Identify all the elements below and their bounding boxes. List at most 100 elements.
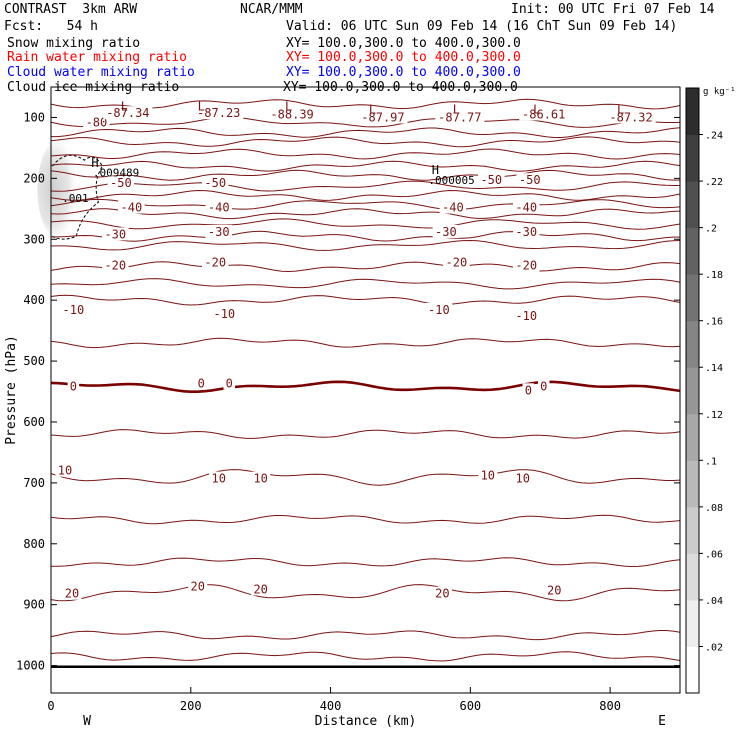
contour-label: 10: [481, 469, 495, 483]
y-tick-label: 300: [23, 232, 45, 246]
colorbar-swatch: [686, 274, 699, 322]
forecast-hour: Fcst: 54 h: [4, 19, 98, 34]
contour-label-bg: [513, 471, 533, 485]
contour-label-bg: [107, 176, 135, 190]
field-snow-xy: XY= 100.0,300.0 to 400.0,300.0: [286, 36, 521, 51]
max-value-label: .001: [62, 192, 89, 205]
colorbar-swatch: [686, 413, 699, 461]
contour-label: 0: [198, 377, 205, 391]
contour-label-bg: [67, 379, 80, 393]
contour-label: -10: [213, 307, 235, 321]
colorbar-swatch: [686, 320, 699, 368]
contour-line: [50, 189, 681, 201]
isotherm-line-m80: [50, 116, 681, 128]
contour-label-bg: [102, 227, 129, 241]
x-tick-label: 400: [320, 699, 342, 713]
contour-label: -10: [515, 309, 537, 323]
contour-label: 20: [65, 587, 79, 601]
x-tick-label: 600: [459, 699, 481, 713]
isotherm-line-0: [50, 380, 681, 393]
west-label: W: [83, 714, 91, 729]
contour-line: [50, 169, 681, 181]
contour-line: [50, 514, 681, 525]
contour-label-bg: [425, 302, 453, 316]
contour-label: 0: [540, 380, 547, 394]
colorbar-swatch: [686, 553, 699, 601]
colorbar-swatch: [686, 367, 699, 415]
contour-label-bg: [512, 309, 540, 323]
colorbar-swatch: [686, 227, 699, 275]
isotherm-line-10: [50, 469, 681, 486]
contour-label: 20: [547, 584, 561, 598]
contour-label: -10: [428, 303, 450, 317]
contour-label-bg: [478, 173, 505, 187]
contour-label: -20: [515, 258, 537, 272]
colorbar-tick-label: .06: [705, 549, 723, 560]
contour-label-bg: [205, 224, 232, 238]
isotherm-line-m50: [50, 180, 680, 192]
contour-label: -40: [121, 201, 143, 215]
isotherm-line-m30: [50, 218, 681, 230]
contour-label-bg: [512, 258, 540, 272]
colorbar-swatch: [686, 134, 699, 182]
contour-label-bg: [544, 583, 564, 597]
colorbar-swatch: [686, 460, 699, 508]
contour-line: [50, 294, 681, 306]
contour-label: -30: [515, 225, 537, 239]
field-rain-xy: XY= 100.0,300.0 to 400.0,300.0: [286, 50, 521, 65]
y-axis-label: Pressure (hPa): [4, 335, 19, 445]
init-time: Init: 00 UTC Fri 07 Feb 14: [511, 2, 715, 17]
contour-label: 20: [191, 579, 205, 593]
low-marker: L: [198, 99, 205, 113]
contour-label: -87.34: [106, 106, 149, 120]
contour-label: -87.77: [438, 110, 481, 124]
cloud-outline: [52, 154, 103, 240]
contour-label: 20: [435, 587, 449, 601]
colorbar-swatch: [686, 181, 699, 229]
y-tick-label: 900: [23, 598, 45, 612]
contour-line: [50, 208, 681, 220]
contour-line: [50, 148, 681, 160]
contour-label: -40: [442, 201, 464, 215]
colorbar-tick-label: .16: [705, 317, 723, 328]
contour-label: 20: [253, 582, 267, 596]
colorbar-tick-label: .04: [705, 596, 723, 607]
contour-label: 0: [226, 377, 233, 391]
contour-label: -87.23: [197, 106, 240, 120]
low-marker: L: [285, 99, 292, 113]
contour-label-bg: [188, 579, 208, 593]
colorbar-tick-label: .1: [705, 456, 717, 467]
contour-label: -50: [110, 176, 132, 190]
contour-line: [50, 160, 681, 172]
contour-label: -80: [86, 115, 108, 129]
contour-label: -30: [435, 225, 457, 239]
contour-label: -10: [63, 303, 85, 317]
x-tick-label: 800: [599, 699, 621, 713]
isotherm-line-20: [50, 584, 681, 602]
contour-label: -87.97: [361, 110, 404, 124]
contour-label: -20: [204, 255, 226, 269]
contour-label-bg: [443, 255, 470, 269]
contour-label: -20: [104, 258, 126, 272]
contour-label-bg: [55, 463, 75, 477]
contour-label-bg: [209, 471, 229, 485]
x-axis-label: Distance (km): [315, 714, 417, 729]
isotherm-line-m10: [50, 278, 681, 290]
contour-line: [50, 630, 681, 641]
low-marker: L: [617, 102, 624, 116]
contour-label: 0: [70, 380, 77, 394]
y-tick-label: 100: [23, 110, 45, 124]
contour-label: -87.32: [609, 110, 652, 124]
contour-label: -86.61: [522, 107, 565, 121]
contour-label: -30: [104, 227, 126, 241]
low-marker: L: [533, 102, 540, 116]
center-title: NCAR/MMM: [240, 2, 303, 17]
x-tick-label: 200: [180, 699, 202, 713]
isotherm-line-m20: [50, 239, 681, 251]
colorbar-tick-label: .08: [705, 503, 723, 514]
contour-label: 10: [253, 472, 267, 486]
contour-line: [50, 557, 681, 568]
y-tick-label: 400: [23, 293, 45, 307]
field-cloudwater-name: Cloud water mixing ratio: [7, 65, 195, 80]
colorbar-swatch: [686, 506, 699, 554]
